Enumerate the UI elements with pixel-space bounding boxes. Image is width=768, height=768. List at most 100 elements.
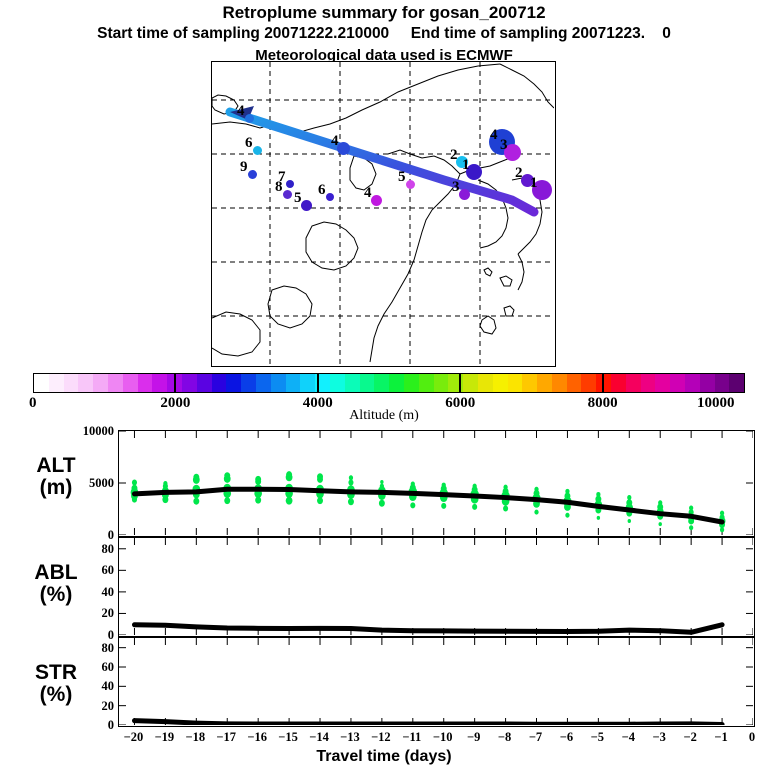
plume-marker-8 xyxy=(336,141,350,155)
str-plot xyxy=(118,637,755,727)
plume-day-label-9: 4 xyxy=(490,127,498,143)
xtick--16: −16 xyxy=(247,730,267,744)
colorbar-swatch-42 xyxy=(655,374,671,392)
colorbar-swatch-41 xyxy=(640,374,656,392)
str-ytick-60: 60 xyxy=(101,660,115,674)
colorbar-swatch-16 xyxy=(270,374,286,392)
alt-point xyxy=(347,498,354,506)
abl-ytick-0: 0 xyxy=(107,628,114,642)
colorbar-swatch-25 xyxy=(403,374,419,392)
xtick--1: −1 xyxy=(714,730,728,744)
alt-point xyxy=(380,479,384,484)
colorbar-swatch-20 xyxy=(329,374,345,392)
colorbar-swatch-11 xyxy=(196,374,212,392)
colorbar-separator-1 xyxy=(316,373,319,393)
colorbar-tick-8000: 8000 xyxy=(587,395,618,411)
colorbar-swatch-21 xyxy=(344,374,360,392)
colorbar-swatch-19 xyxy=(315,374,330,392)
colorbar-swatch-47 xyxy=(729,374,745,392)
abl-ytick-80: 80 xyxy=(101,541,115,556)
alt-point xyxy=(596,491,601,497)
plume-day-label-15: 2 xyxy=(515,165,523,181)
plume-marker-1 xyxy=(252,145,262,155)
plume-day-label-5: 5 xyxy=(294,190,302,206)
map-gridlines xyxy=(212,62,554,365)
alt-point xyxy=(627,495,632,501)
colorbar-swatch-10 xyxy=(181,374,197,392)
alt-point xyxy=(131,496,138,503)
colorbar-swatch-27 xyxy=(433,374,449,392)
colorbar-swatch-5 xyxy=(107,374,123,392)
colorbar-swatch-8 xyxy=(152,374,168,392)
alt-ytick-5000: 5000 xyxy=(89,476,114,490)
xtick--9: −9 xyxy=(466,730,481,744)
map-graphics xyxy=(212,62,554,365)
colorbar-swatch-4 xyxy=(93,374,108,392)
plume-day-label-4: 8 xyxy=(275,179,283,195)
colorbar-swatch-43 xyxy=(670,374,686,392)
alt-point xyxy=(193,497,200,505)
str-axis-label: STR (%) xyxy=(8,661,104,707)
page-title: Retroplume summary for gosan_200712 xyxy=(222,3,546,22)
alt-point xyxy=(689,525,694,531)
str-axis-label-line1: STR xyxy=(35,661,77,684)
colorbar-swatch-34 xyxy=(537,374,552,392)
abl-plot xyxy=(118,537,755,637)
colorbar-swatch-37 xyxy=(581,374,597,392)
alt-point xyxy=(688,517,695,525)
str-ytick-0: 0 xyxy=(107,718,114,732)
xtick--8: −8 xyxy=(497,730,512,744)
colorbar-tick-10000: 10000 xyxy=(697,395,735,411)
alt-point xyxy=(627,518,631,523)
abl-ytick-20: 20 xyxy=(101,606,115,621)
trajectory-line xyxy=(225,107,539,217)
plume-day-label-7: 4 xyxy=(364,185,372,201)
colorbar-swatch-6 xyxy=(122,374,138,392)
xtick--19: −19 xyxy=(154,730,175,744)
plume-marker-10 xyxy=(405,179,415,189)
alt-point xyxy=(131,479,138,486)
colorbar-swatch-7 xyxy=(137,374,153,392)
alt-ytick-10000: 10000 xyxy=(82,424,114,438)
alt-point xyxy=(472,503,478,510)
alt-point xyxy=(441,502,447,509)
plume-day-label-8: 4 xyxy=(331,133,339,149)
plume-marker-15 xyxy=(520,173,534,187)
altitude-colorbar xyxy=(33,373,745,393)
alt-point xyxy=(719,527,725,533)
xtick--13: −13 xyxy=(340,730,360,744)
plume-marker-2 xyxy=(247,169,257,179)
colorbar-swatch-44 xyxy=(685,374,700,392)
alt-point xyxy=(658,522,662,527)
plume-marker-6 xyxy=(326,193,334,201)
alt-point xyxy=(503,505,509,512)
alt-axis-label-line1: ALT xyxy=(36,454,76,477)
plume-day-label-0: 4 xyxy=(237,103,245,119)
str-ytick-20: 20 xyxy=(101,698,115,713)
colorbar-swatch-39 xyxy=(611,374,626,392)
plume-marker-0 xyxy=(244,113,254,123)
plume-day-label-2: 9 xyxy=(240,159,248,175)
colorbar-swatch-46 xyxy=(714,374,730,392)
plume-marker-7 xyxy=(370,194,382,206)
xtick--3: −3 xyxy=(652,730,666,744)
colorbar-swatch-29 xyxy=(463,374,478,392)
plume-marker-14 xyxy=(503,143,521,161)
alt-point xyxy=(285,496,293,505)
str-ytick-80: 80 xyxy=(101,640,115,655)
colorbar-swatch-23 xyxy=(374,374,390,392)
alt-point xyxy=(348,479,354,486)
xtick--18: −18 xyxy=(185,730,206,744)
plume-day-label-1: 6 xyxy=(245,135,253,151)
colorbar-title: Altitude (m) xyxy=(349,408,419,423)
alt-point xyxy=(162,496,169,504)
alt-point xyxy=(255,477,262,485)
alt-point xyxy=(348,475,354,481)
colorbar-swatch-13 xyxy=(226,374,242,392)
str-axis-label-line2: (%) xyxy=(39,683,73,707)
alt-axis-label-line2: (m) xyxy=(39,476,73,500)
xtick--6: −6 xyxy=(559,730,574,744)
plume-day-label-3: 7 xyxy=(278,169,286,185)
colorbar-swatch-30 xyxy=(477,374,493,392)
